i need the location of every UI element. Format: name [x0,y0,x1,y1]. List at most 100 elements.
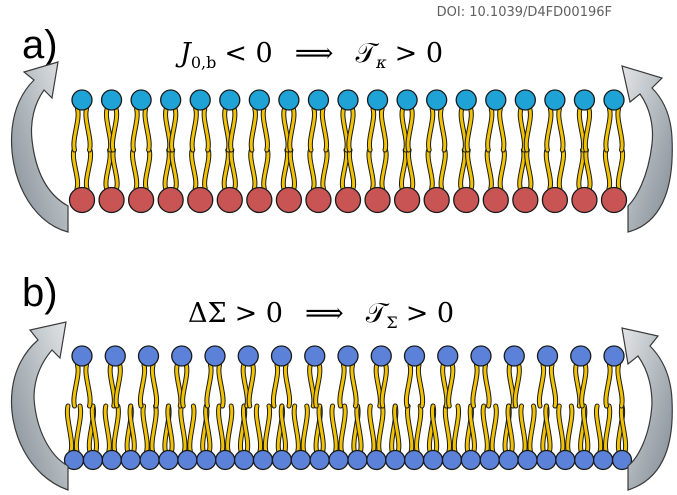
curved-arrow-right-a [621,65,673,233]
bottom-b-headgroup-7 [196,449,217,471]
bottom-a-tail-left-12 [426,148,434,190]
bottom-b-tail-left-0 [65,404,74,453]
top-a-tail-right-8 [320,107,329,152]
top-b-headgroup-1 [104,345,126,367]
panel-b-rhs-symbol: 𝒯 [366,298,390,329]
top-a-headgroup-0 [71,89,93,111]
top-a-tail-right-16 [557,107,565,152]
bottom-b-tail-right-22 [490,404,498,453]
top-b-headgroup-0 [71,345,93,367]
bilayer-b [63,345,633,471]
panel-b-lhs-symbol: ΔΣ [188,298,227,329]
bottom-a-tail-left-3 [163,148,171,190]
bottom-a-tail-left-14 [485,148,493,190]
curved-arrow-left-a [10,61,69,233]
top-b-tail-right-13 [513,363,521,408]
bottom-a-headgroup-4 [187,186,214,214]
bottom-b-headgroup-27 [574,449,595,471]
bottom-a-tail-left-15 [518,148,526,190]
top-b-headgroup-15 [570,345,592,367]
top-b-headgroup-8 [337,345,359,367]
bottom-b-headgroup-16 [366,449,387,471]
bottom-a-tail-left-13 [459,148,467,190]
bottom-a-tail-right-7 [288,148,296,190]
bottom-b-headgroup-5 [158,449,179,471]
top-a-headgroup-16 [544,89,566,111]
bottom-b-tail-right-16 [377,404,385,453]
top-a-tail-right-0 [84,107,92,152]
bottom-b-tail-left-18 [406,404,414,453]
top-b-tail-left-2 [138,363,147,408]
bottom-a-tail-right-15 [525,148,533,190]
bilayer-a [68,89,628,214]
top-a-headgroup-6 [248,89,270,111]
top-b-headgroup-13 [503,345,525,367]
top-a-tail-right-4 [202,107,210,152]
bottom-b-tail-right-24 [528,404,536,453]
top-b-tail-right-12 [483,363,491,408]
top-a-tail-left-10 [367,107,376,152]
top-b-tail-right-14 [549,363,558,408]
bottom-b-headgroup-2 [101,449,122,471]
bottom-b-tail-right-15 [355,404,363,453]
top-a-headgroup-3 [160,89,182,111]
top-a-headgroup-2 [130,89,152,111]
bottom-b-tail-right-13 [317,404,325,453]
bottom-b-headgroup-9 [233,449,255,471]
bottom-a-tail-right-1 [111,148,119,190]
top-a-tail-right-6 [261,107,269,152]
bottom-b-headgroup-14 [328,449,349,471]
bottom-a-tail-left-8 [308,148,316,190]
bottom-b-headgroup-12 [290,449,311,471]
doi-label: DOI: 10.1039/D4FD00196F [437,5,612,20]
panel-a-lhs-subscript: 0,b [191,53,217,72]
bottom-b-tail-left-14 [330,404,338,453]
top-a-headgroup-1 [100,89,123,111]
bottom-a-tail-right-13 [466,148,474,190]
bottom-b-tail-right-29 [619,404,628,453]
bottom-b-tail-right-0 [74,404,83,453]
bottom-b-tail-right-28 [603,404,612,453]
top-a-tail-right-12 [439,107,447,152]
bottom-b-headgroup-13 [309,449,330,471]
bottom-a-headgroup-9 [334,186,362,214]
top-b-tail-right-11 [447,363,455,408]
top-a-tail-right-18 [616,107,624,152]
top-a-tail-right-13 [465,107,473,152]
bottom-b-tail-right-3 [128,404,136,453]
bottom-b-headgroup-20 [441,449,463,471]
top-b-tail-left-8 [338,363,346,408]
bottom-a-tail-right-12 [439,148,447,190]
bottom-b-headgroup-26 [555,449,576,471]
top-a-headgroup-14 [485,89,507,111]
bottom-b-tail-left-2 [103,404,111,453]
bottom-a-headgroup-8 [305,186,332,214]
bottom-b-tail-right-17 [393,404,401,453]
top-a-headgroup-17 [573,89,596,111]
top-a-tail-left-0 [72,107,80,152]
bottom-a-tail-right-16 [557,148,565,190]
top-a-headgroup-9 [337,89,359,111]
top-b-tail-right-1 [114,363,122,408]
bottom-b-tail-right-8 [226,404,234,453]
top-b-tail-right-10 [416,363,425,408]
bottom-a-headgroup-12 [423,186,450,214]
bottom-a-tail-right-10 [380,148,388,190]
bottom-b-tail-right-14 [339,404,347,453]
bottom-a-headgroup-18 [600,186,628,214]
bottom-b-tail-right-2 [112,404,120,453]
top-b-headgroup-7 [304,345,326,367]
bottom-b-tail-right-18 [415,404,423,453]
bottom-a-tail-left-18 [603,148,612,190]
top-b-headgroup-10 [403,345,426,367]
bottom-a-tail-right-0 [84,148,93,190]
top-a-headgroup-13 [455,89,477,111]
bottom-a-tail-right-6 [262,148,270,190]
top-b-headgroup-14 [536,345,559,367]
bottom-b-headgroup-25 [536,449,557,471]
top-a-tail-left-12 [427,107,435,152]
bottom-b-headgroup-22 [479,449,500,471]
top-b-headgroup-3 [171,345,193,367]
bottom-b-tail-left-12 [292,404,300,453]
